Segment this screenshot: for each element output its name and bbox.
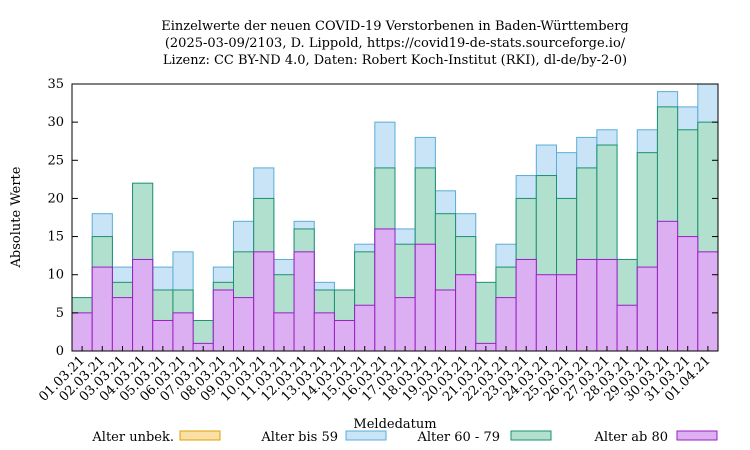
bar-alter-ab-80-02.03.21	[91, 266, 113, 352]
y-tick-label: 30	[47, 115, 64, 130]
chart-title-line-3: Lizenz: CC BY-ND 4.0, Daten: Robert Koch…	[163, 53, 627, 68]
bar-alter-ab-80-18.03.21	[414, 243, 436, 352]
chart-title-line-1: Einzelwerte der neuen COVID-19 Verstorbe…	[161, 19, 629, 34]
x-axis: 01.03.2102.03.2103.03.2104.03.2105.03.21…	[36, 346, 714, 405]
bar-alter-ab-80-11.03.21	[273, 312, 295, 352]
bar-alter-ab-80-31.03.21	[677, 236, 699, 352]
x-axis-title: Meldedatum	[353, 417, 436, 432]
bar-alter-ab-80-15.03.21	[354, 304, 376, 352]
bar-alter-ab-80-30.03.21	[656, 220, 679, 352]
bar-alter-60-79-21.03.21	[475, 281, 497, 352]
bar-alter-ab-80-04.03.21	[132, 258, 154, 352]
bar-alter-ab-80-22.03.21	[495, 297, 517, 352]
bar-alter-ab-80-08.03.21	[212, 289, 234, 352]
legend-label-alter-bis-59: Alter bis 59	[260, 430, 338, 445]
bar-alter-ab-80-13.03.21	[313, 312, 335, 352]
bar-alter-ab-80-01.04.21	[697, 251, 719, 352]
legend-swatch-alter-unbek	[179, 430, 221, 441]
legend-swatch-alter-60-79	[510, 430, 552, 441]
bar-alter-ab-80-09.03.21	[233, 297, 255, 352]
y-tick-label: 20	[47, 191, 64, 206]
bar-alter-ab-80-28.03.21	[616, 304, 638, 352]
legend-swatch-alter-ab-80	[676, 430, 718, 441]
y-tick-label: 15	[47, 230, 64, 245]
bar-alter-ab-80-23.03.21	[515, 258, 537, 352]
bar-alter-ab-80-24.03.21	[535, 274, 557, 352]
legend-label-alter-unbek: Alter unbek.	[91, 430, 174, 445]
legend-swatch-alter-bis-59	[345, 430, 387, 441]
bar-alter-ab-80-27.03.21	[596, 258, 618, 352]
chart-title-line-2: (2025-03-09/2103, D. Lippold, https://co…	[165, 36, 626, 51]
y-tick-label: 25	[47, 153, 64, 168]
y-tick-label: 0	[56, 344, 64, 359]
bar-alter-ab-80-29.03.21	[636, 266, 658, 352]
bar-alter-ab-80-20.03.21	[455, 274, 477, 352]
plot-frame	[71, 83, 719, 352]
bar-alter-ab-80-06.03.21	[172, 312, 194, 352]
bar-alter-ab-80-12.03.21	[293, 251, 315, 352]
y-axis: 0 5 10 15 20 25 30 35	[47, 77, 718, 359]
bar-group	[71, 83, 719, 352]
bar-alter-ab-80-01.03.21	[71, 312, 93, 352]
chart-title: Einzelwerte der neuen COVID-19 Verstorbe…	[161, 19, 629, 68]
bar-alter-ab-80-26.03.21	[576, 258, 598, 352]
bar-alter-ab-80-17.03.21	[394, 297, 416, 352]
bar-alter-ab-80-10.03.21	[253, 251, 275, 352]
y-axis-title: Absolute Werte	[9, 166, 24, 268]
bar-alter-ab-80-25.03.21	[556, 274, 578, 352]
legend-label-alter-60-79: Alter 60 - 79	[416, 430, 500, 445]
y-tick-label: 35	[47, 77, 64, 92]
bar-alter-ab-80-03.03.21	[111, 297, 134, 352]
y-tick-label: 10	[47, 268, 64, 283]
legend-label-alter-ab-80: Alter ab 80	[593, 430, 668, 445]
y-tick-label: 5	[56, 306, 64, 321]
bar-alter-ab-80-16.03.21	[374, 228, 396, 352]
legend: Alter unbek. Alter bis 59 Alter 60 - 79 Alt…	[91, 430, 718, 445]
bar-alter-ab-80-19.03.21	[434, 289, 457, 352]
